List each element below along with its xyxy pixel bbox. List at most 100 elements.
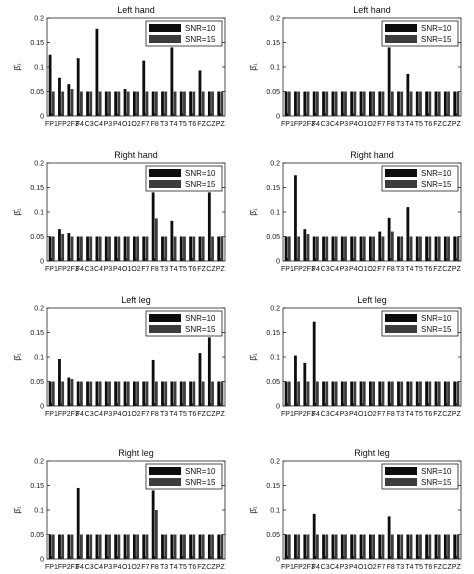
bar-FP1-snr15 [287,91,291,116]
bar-O1-snr10 [359,91,363,116]
y-tick-label: 0.1 [270,65,280,72]
bar-F8-snr15 [390,231,394,261]
bar-F7-snr10 [142,60,146,116]
legend-swatch-snr10 [385,314,417,322]
bar-P4-snr10 [114,534,118,559]
legend-label-snr15: SNR=15 [185,35,216,44]
bar-FP1-snr10 [284,534,288,559]
bar-T3-snr10 [397,534,400,559]
bar-O1-snr10 [123,534,127,559]
bar-F4-snr15 [79,91,83,116]
bar-F3-snr15 [306,234,310,261]
x-tick-label: O1 [358,121,367,128]
bar-P4-snr15 [353,236,357,261]
bar-F7-snr10 [378,381,382,406]
bar-F3-snr15 [70,379,74,406]
legend-swatch-snr10 [385,467,417,475]
y-tick-label: 0 [276,114,280,121]
bar-C3-snr15 [89,91,93,116]
bar-C4-snr10 [95,381,99,406]
bar-O2-snr10 [132,381,136,406]
bar-T4-snr15 [409,534,413,559]
bar-P3-snr15 [108,236,111,261]
bar-T5-snr15 [183,91,186,116]
x-tick-label: O2 [131,266,140,273]
bar-F4-snr15 [315,236,319,261]
x-tick-label: P3 [340,121,349,128]
x-tick-label: T5 [179,564,187,571]
y-tick-label: 0.15 [266,483,280,490]
x-tick-label: T5 [415,411,423,418]
bar-O1-snr10 [359,236,363,261]
bar-P4-snr10 [350,91,354,116]
bar-T3-snr15 [400,236,404,261]
bar-C4-snr10 [331,534,335,559]
x-tick-label: C4 [330,266,339,273]
x-tick-label: PZ [216,266,226,273]
bar-FP1-snr10 [48,236,52,261]
x-tick-label: P4 [349,564,358,571]
x-tick-label: F8 [151,121,159,128]
bar-FZ-snr15 [437,236,441,261]
bar-P3-snr10 [340,534,344,559]
x-tick-label: O1 [122,411,131,418]
bar-F3-snr15 [306,91,310,116]
x-tick-label: T6 [424,564,432,571]
x-tick-label: T5 [415,121,423,128]
chart-title: Right hand [114,150,158,160]
legend-label-snr15: SNR=15 [185,478,216,487]
x-tick-label: F8 [387,266,395,273]
x-tick-label: C4 [330,411,339,418]
x-tick-label: FP1FP2F3 [45,564,79,571]
legend-swatch-snr10 [149,24,181,32]
x-tick-label: F7 [377,266,385,273]
bar-FP1-snr15 [51,236,55,261]
bar-T3-snr15 [164,236,168,261]
bar-F3-snr15 [306,381,310,406]
bar-F4-snr10 [312,321,316,406]
bar-O2-snr10 [132,534,136,559]
bar-CZ-snr10 [443,91,447,116]
x-tick-label: F4 [312,411,320,418]
x-tick-label: F8 [387,411,395,418]
x-tick-label: C3 [85,411,94,418]
bar-PZ-snr10 [453,91,457,116]
bar-T6-snr10 [425,236,429,261]
bar-FP1-snr15 [51,534,55,559]
x-tick-label: F7 [377,121,385,128]
x-tick-label: T4 [405,121,413,128]
bar-C3-snr10 [86,534,89,559]
x-tick-label: F7 [377,564,385,571]
bar-P3-snr10 [340,381,344,406]
x-tick-label: PZ [216,411,226,418]
y-tick-label: 0.2 [34,16,44,23]
bar-T3-snr10 [161,91,164,116]
bar-F4-snr15 [79,534,83,559]
bar-C4-snr15 [334,381,338,406]
x-tick-label: F4 [76,121,84,128]
bar-T5-snr15 [183,381,186,406]
bar-T5-snr10 [415,534,419,559]
bar-C3-snr15 [325,534,329,559]
bar-FP2-snr15 [61,381,65,406]
legend-swatch-snr10 [149,314,181,322]
bar-FZ-snr10 [198,236,202,261]
x-tick-label: FZ [433,266,442,273]
bar-F7-snr10 [378,534,382,559]
y-tick-label: 0.05 [30,532,44,539]
x-tick-label: T6 [424,411,432,418]
bar-C3-snr15 [89,381,93,406]
bar-T3-snr10 [397,381,400,406]
bar-C4-snr15 [98,236,102,261]
x-tick-label: T6 [188,411,196,418]
bar-PZ-snr10 [453,381,457,406]
x-tick-label: F4 [312,121,320,128]
bar-F3-snr10 [67,534,71,559]
bar-C4-snr10 [95,236,99,261]
bar-T4-snr10 [170,220,174,261]
bar-F4-snr10 [312,91,316,116]
bar-FZ-snr15 [201,534,205,559]
bar-C4-snr10 [95,28,99,117]
bar-C4-snr15 [334,534,338,559]
